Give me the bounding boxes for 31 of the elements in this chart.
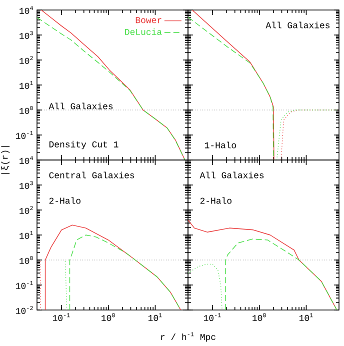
x-tick-label: 10$^{1}$ (148, 313, 162, 322)
x-tick-label: 10$^{-1}$ (204, 313, 221, 322)
x-tick-label: 10$^{1}$ (299, 313, 313, 322)
annotation: 2-Halo (200, 197, 232, 204)
x-axis-title: r / h$^{-1}$ Mpc (161, 332, 216, 342)
y-axis-title: |ξ(r)| (1, 146, 10, 174)
y-tick-label: 10$^{-1}$ (16, 281, 34, 289)
annotation: Central Galaxies (49, 172, 134, 178)
y-tick-label: 10$^{-1}$ (16, 131, 34, 139)
legend-label: Bower (136, 17, 162, 24)
y-tick-label: 10$^{1}$ (20, 231, 34, 239)
y-tick-label: 10$^{2}$ (20, 56, 33, 64)
annotation: All Galaxies (48, 102, 113, 110)
y-tick-label: 10$^{1}$ (20, 81, 34, 89)
y-tick-label: 10$^{0}$ (20, 106, 33, 114)
annotation: All Galaxies (266, 22, 330, 28)
y-tick-label: 10$^{4}$ (20, 6, 34, 14)
legend-label: DeLucia (125, 28, 162, 36)
x-tick-label: 10$^{0}$ (252, 313, 266, 322)
y-tick-label: 10$^{0}$ (20, 256, 33, 264)
annotation: 2-Halo (49, 197, 80, 204)
y-tick-label: 10$^{3}$ (20, 181, 33, 189)
x-tick-label: 10$^{0}$ (102, 313, 115, 322)
annotation: Density Cut 1 (49, 140, 118, 150)
y-tick-label: 10$^{4}$ (20, 156, 34, 164)
annotation: 1-Halo (204, 142, 236, 148)
y-tick-label: 10$^{3}$ (20, 31, 33, 39)
x-tick-label: 10$^{-1}$ (52, 313, 70, 322)
y-tick-label: 10$^{2}$ (20, 206, 33, 214)
y-tick-label: 10$^{-2}$ (16, 306, 33, 314)
annotation: All Galaxies (200, 172, 264, 178)
